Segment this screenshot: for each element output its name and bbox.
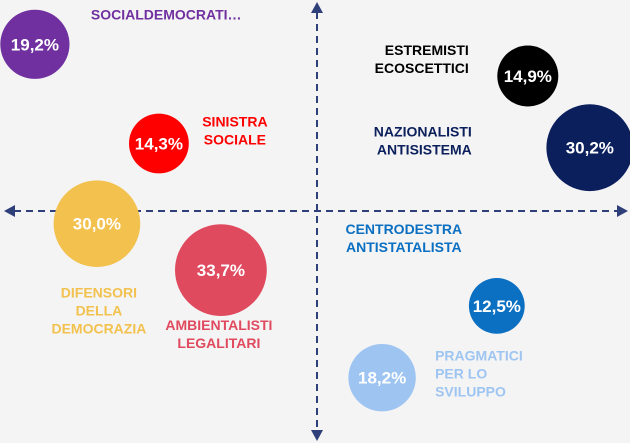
bubble-category-label-line: SOCIALDEMOCRATI… (91, 6, 242, 22)
bubble-value-label: 30,2% (566, 139, 614, 158)
bubble-category-label-line: NAZIONALISTI (374, 124, 472, 140)
bubble-category-label-line: DEMOCRAZIA (51, 321, 146, 337)
bubble (0, 9, 70, 79)
bubble-category-label-line: SOCIALE (204, 132, 266, 148)
bubble-category-label: SINISTRA SOCIALE (202, 114, 267, 148)
bubble-category-label: NAZIONALISTI ANTISISTEMA (374, 124, 472, 158)
bubble-value-label: 33,7% (197, 261, 245, 280)
bubble-category-label: CENTRODESTRA ANTISTATALISTA (345, 221, 462, 255)
bubble (497, 45, 559, 107)
bubble-group: 30,0% DIFENSORI DELLA DEMOCRAZIA (51, 180, 146, 337)
bubble (175, 224, 267, 316)
bubble-category-label-line: LEGALITARI (177, 335, 260, 351)
bubble-group: 14,3% SINISTRA SOCIALE (129, 114, 268, 174)
bubble-value-label: 14,9% (504, 67, 552, 86)
arrow-left-icon (4, 205, 15, 217)
bubble-category-label: ESTREMISTI ECOSCETTICI (375, 42, 469, 76)
bubble-value-label: 19,2% (11, 35, 59, 54)
bubble (468, 278, 525, 334)
bubble-category-label-line: AMBIENTALISTI (165, 317, 272, 333)
bubble (546, 104, 630, 192)
bubble-category-label-line: ESTREMISTI (385, 42, 469, 58)
bubble-group: 12,5% CENTRODESTRA ANTISTATALISTA (345, 221, 525, 334)
bubble-category-label: PRAGMATICI PER LO SVILUPPO (435, 348, 523, 400)
bubble-category-label-line: ANTISTATALISTA (346, 239, 462, 255)
bubble (53, 180, 141, 267)
bubble-category-label-line: DIFENSORI (61, 285, 137, 301)
bubble-category-label-line: ECOSCETTICI (375, 60, 469, 76)
bubble-group: 18,2% PRAGMATICI PER LO SVILUPPO (348, 344, 523, 412)
bubble (348, 344, 416, 412)
bubble-group: 33,7% AMBIENTALISTI LEGALITARI (165, 224, 272, 351)
bubble-category-label-line: DELLA (76, 303, 123, 319)
bubble-group: 19,2% SOCIALDEMOCRATI… (0, 6, 242, 79)
arrow-right-icon (617, 205, 628, 217)
bubble-group: 14,9% ESTREMISTI ECOSCETTICI (375, 42, 559, 107)
bubble-category-label-line: PRAGMATICI (435, 348, 523, 364)
bubble-category-label-line: SVILUPPO (435, 384, 506, 400)
bubble-category-label-line: CENTRODESTRA (345, 221, 462, 237)
bubble-category-label-line: ANTISISTEMA (377, 142, 472, 158)
bubble-value-label: 14,3% (135, 135, 183, 154)
bubble-category-label: AMBIENTALISTI LEGALITARI (165, 317, 272, 351)
bubble (129, 113, 189, 174)
arrow-up-icon (311, 2, 323, 13)
bubbles-layer: 19,2% SOCIALDEMOCRATI… 14,3% SINISTRA SOCIAL… (0, 6, 630, 412)
bubble-category-label-line: SINISTRA (202, 114, 267, 130)
bubble-value-label: 12,5% (473, 297, 521, 316)
bubble-category-label: SOCIALDEMOCRATI… (91, 6, 242, 22)
bubble-value-label: 18,2% (358, 369, 406, 388)
bubble-group: 30,2% NAZIONALISTI ANTISISTEMA (374, 104, 630, 192)
bubble-category-label: DIFENSORI DELLA DEMOCRAZIA (51, 285, 146, 337)
arrow-down-icon (311, 430, 323, 441)
bubble-category-label-line: PER LO (435, 366, 487, 382)
bubble-value-label: 30,0% (73, 215, 121, 234)
